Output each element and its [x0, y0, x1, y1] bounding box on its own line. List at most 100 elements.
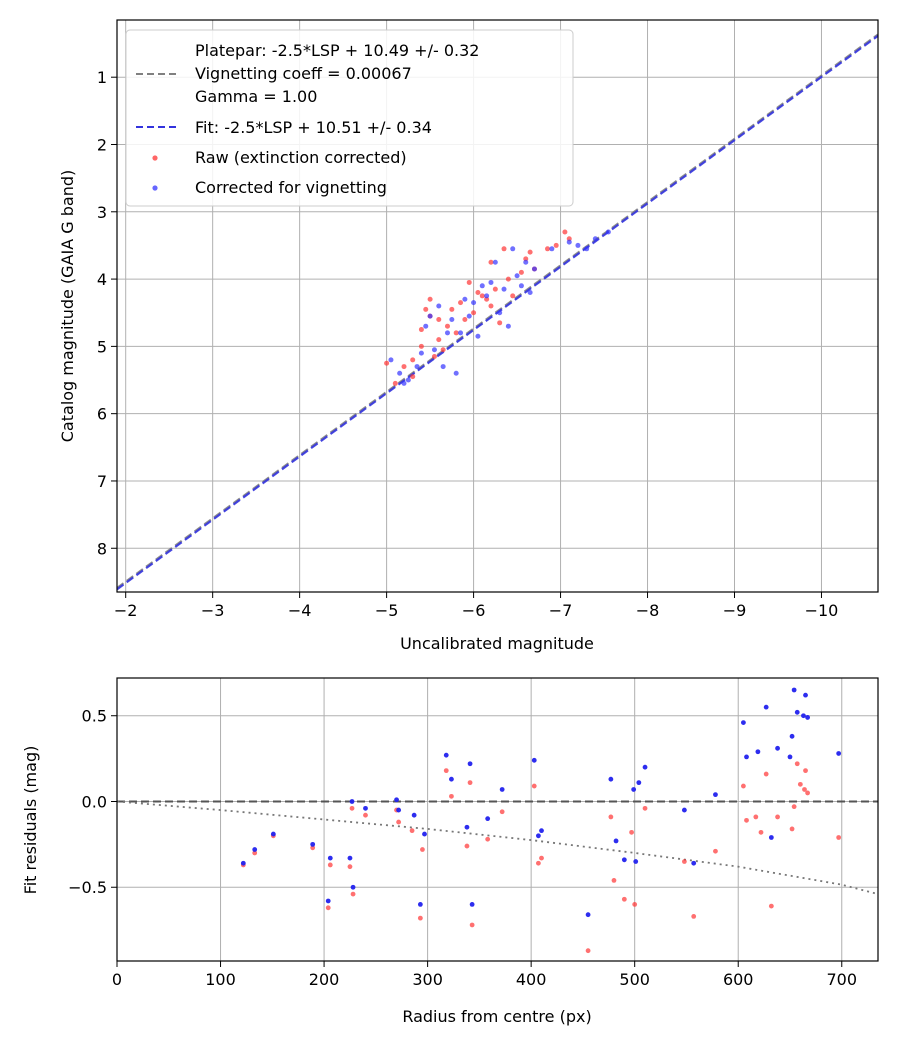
- residual-raw-point: [325, 905, 331, 911]
- x-tick-label: −9: [723, 601, 747, 620]
- bottom-reference-lines: [116, 800, 879, 895]
- corrected-point: [501, 286, 507, 292]
- residual-raw-point: [642, 805, 648, 811]
- residual-corrected-point: [310, 841, 316, 847]
- corrected-point: [479, 283, 485, 289]
- residual-raw-point: [443, 768, 449, 774]
- residual-raw-point: [691, 914, 697, 919]
- raw-point: [444, 323, 450, 329]
- raw-point: [510, 293, 516, 299]
- corrected-point: [397, 370, 403, 376]
- x-tick-label: −4: [288, 601, 312, 620]
- top-plot-frame: [116, 19, 879, 593]
- residual-corrected-point: [396, 807, 402, 813]
- raw-point: [488, 303, 494, 309]
- residual-corrected-point: [681, 807, 687, 813]
- residual-raw-point: [632, 902, 638, 907]
- raw-point: [545, 246, 551, 252]
- residual-corrected-point: [417, 902, 423, 907]
- residual-corrected-point: [775, 745, 780, 751]
- residual-corrected-point: [763, 704, 769, 710]
- vignetting-model-curve: [116, 800, 879, 895]
- residual-corrected-point: [531, 757, 537, 763]
- bottom-x-ticks: 0 100 200 300 400 500 600 700: [112, 961, 857, 989]
- residual-corrected-point: [467, 761, 473, 767]
- residual-corrected-point: [535, 833, 541, 839]
- residual-corrected-point: [768, 835, 774, 840]
- corrected-point: [566, 239, 572, 245]
- top-y-ticks: 1 2 3 4 5 6 7 8: [97, 68, 117, 558]
- x-tick-label: 500: [619, 970, 650, 989]
- residual-corrected-point: [691, 860, 697, 866]
- raw-point: [458, 300, 464, 306]
- raw-point: [497, 320, 503, 326]
- raw-point: [392, 380, 398, 386]
- corrected-point: [458, 330, 464, 336]
- raw-point: [518, 269, 524, 275]
- residual-corrected-point: [631, 787, 637, 792]
- y-tick-label: 3: [97, 203, 107, 222]
- residual-corrected-point: [787, 754, 793, 760]
- x-tick-label: 700: [826, 970, 857, 989]
- y-tick-label: 0.0: [82, 792, 107, 811]
- residual-raw-point: [768, 903, 774, 909]
- x-tick-label: −8: [636, 601, 660, 620]
- residual-raw-point: [327, 862, 333, 868]
- residual-corrected-point: [411, 812, 417, 818]
- raw-point: [553, 242, 559, 248]
- corrected-point: [492, 259, 498, 265]
- y-tick-label: 7: [97, 472, 107, 491]
- residual-raw-point: [789, 826, 795, 832]
- corrected-point: [527, 290, 533, 296]
- residual-corrected-point: [422, 831, 427, 837]
- residual-raw-point: [409, 828, 415, 834]
- residual-raw-point: [350, 891, 356, 897]
- raw-point: [384, 360, 390, 366]
- residual-corrected-point: [349, 799, 355, 804]
- residual-corrected-point: [485, 816, 491, 822]
- corrected-point: [518, 283, 524, 289]
- legend-swatch-raw: [152, 155, 158, 161]
- corrected-point: [466, 313, 472, 319]
- residual-raw-point: [791, 804, 797, 810]
- residual-raw-point: [420, 847, 425, 852]
- residual-raw-point: [464, 843, 470, 849]
- corrected-point: [423, 323, 429, 329]
- raw-point: [505, 276, 511, 282]
- raw-point: [488, 259, 494, 265]
- legend-box: [125, 29, 574, 207]
- residual-corrected-point: [252, 847, 258, 852]
- residual-corrected-point: [394, 797, 399, 803]
- residual-corrected-point: [469, 902, 475, 907]
- residual-corrected-point: [449, 776, 454, 782]
- residual-raw-point: [744, 817, 749, 823]
- x-tick-label: 600: [723, 970, 754, 989]
- raw-point: [440, 347, 446, 353]
- raw-point: [410, 357, 416, 363]
- residual-corrected-point: [755, 749, 761, 755]
- residual-raw-point: [629, 829, 634, 835]
- residual-corrected-point: [608, 776, 614, 782]
- residual-raw-point: [499, 809, 505, 815]
- y-tick-label: 6: [97, 405, 107, 424]
- corrected-point: [440, 364, 446, 370]
- residual-raw-point: [802, 787, 807, 792]
- residual-raw-point: [531, 783, 537, 789]
- residual-raw-point: [803, 768, 808, 774]
- legend-label-gamma: Gamma = 1.00: [195, 87, 317, 106]
- residual-raw-point: [836, 835, 842, 840]
- top-x-ticks: −2 −3 −4 −5 −6 −7 −8 −9 −10: [114, 592, 838, 620]
- corrected-point: [471, 300, 477, 306]
- residual-raw-point: [363, 812, 368, 818]
- bottom-y-axis-label: Fit residuals (mag): [21, 746, 40, 895]
- residual-corrected-point: [347, 855, 353, 861]
- residual-raw-point: [805, 790, 810, 796]
- corrected-point: [549, 246, 555, 252]
- x-tick-label: −3: [201, 601, 225, 620]
- top-plot-calibration: −2 −3 −4 −5 −6 −7 −8 −9 −10 1 2 3 4 5 6 7 8 Uncalibrate…: [58, 19, 879, 653]
- residual-corrected-point: [499, 787, 505, 792]
- corrected-point: [505, 323, 511, 329]
- residual-raw-point: [763, 771, 769, 777]
- residual-corrected-point: [789, 733, 795, 739]
- residual-corrected-point: [805, 715, 810, 720]
